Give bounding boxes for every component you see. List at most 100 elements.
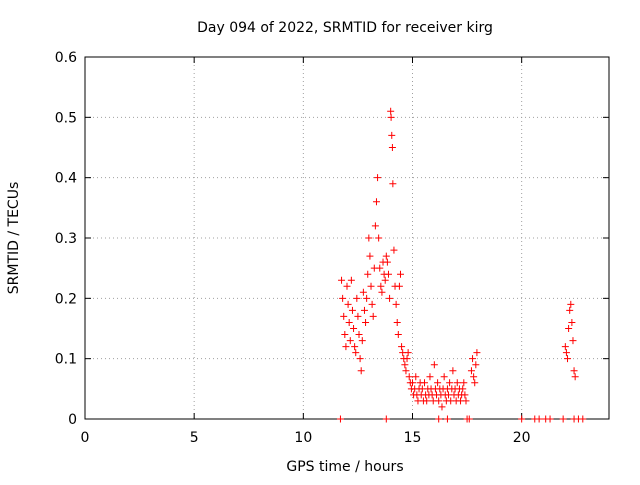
data-point — [383, 258, 391, 266]
data-point — [564, 355, 572, 363]
data-point — [569, 337, 577, 345]
data-point — [357, 367, 365, 375]
data-point — [365, 234, 373, 242]
data-point — [460, 379, 468, 387]
data-point — [566, 306, 574, 314]
data-point — [469, 355, 477, 363]
data-point — [387, 107, 395, 115]
data-point — [348, 306, 356, 314]
data-point — [398, 343, 406, 351]
y-tick-label: 0.5 — [55, 110, 77, 126]
data-point — [568, 318, 576, 326]
data-point — [367, 282, 375, 290]
data-point — [387, 113, 395, 121]
y-axis-label: SRMTID / TECUs — [6, 182, 22, 295]
data-point — [362, 318, 370, 326]
data-point — [356, 355, 364, 363]
data-point — [378, 288, 386, 296]
x-tick-label: 5 — [190, 430, 199, 446]
data-point — [364, 270, 372, 278]
data-point — [426, 373, 434, 381]
data-points — [336, 107, 587, 423]
data-point — [423, 397, 431, 405]
x-tick-label: 15 — [404, 430, 422, 446]
data-point — [390, 246, 398, 254]
data-point — [402, 367, 410, 375]
data-point — [360, 306, 368, 314]
data-point — [396, 270, 404, 278]
data-point — [409, 379, 416, 387]
data-point — [471, 379, 479, 387]
y-tick-label: 0.4 — [55, 171, 77, 187]
data-point — [341, 331, 349, 339]
data-point — [389, 180, 397, 188]
data-point — [363, 294, 371, 302]
data-point — [546, 415, 554, 423]
data-point — [382, 415, 390, 423]
data-point — [372, 198, 380, 206]
y-tick-label: 0.3 — [55, 231, 77, 247]
data-point — [352, 349, 360, 357]
data-point — [446, 379, 454, 387]
chart-title: Day 094 of 2022, SRMTID for receiver kir… — [197, 20, 493, 36]
data-point — [562, 349, 570, 357]
data-point — [567, 300, 575, 308]
data-point — [345, 318, 353, 326]
data-point — [443, 415, 451, 423]
data-point — [347, 276, 355, 284]
data-point — [353, 294, 361, 302]
y-tick-label: 0.2 — [55, 291, 77, 307]
data-point — [467, 367, 475, 375]
data-point — [392, 300, 400, 308]
data-point — [394, 331, 402, 339]
data-point — [342, 343, 350, 351]
data-point — [377, 282, 385, 290]
data-point — [571, 373, 579, 381]
data-point — [338, 276, 346, 284]
data-point — [535, 415, 543, 423]
plot-frame — [84, 56, 610, 420]
data-point — [473, 349, 481, 357]
data-point — [375, 234, 383, 242]
x-tick-label: 10 — [294, 430, 312, 446]
x-axis-label: GPS time / hours — [286, 459, 403, 475]
data-point — [462, 397, 470, 405]
data-point — [403, 355, 411, 363]
data-point — [376, 264, 384, 272]
data-point — [374, 174, 382, 182]
data-point — [381, 276, 389, 284]
y-tick-label: 0 — [68, 412, 77, 428]
data-point — [405, 373, 413, 381]
data-point — [421, 379, 429, 387]
data-point — [470, 373, 478, 381]
data-point — [346, 337, 354, 345]
data-point — [388, 144, 396, 151]
data-point — [354, 312, 362, 320]
data-point — [382, 252, 390, 260]
data-point — [579, 415, 587, 423]
data-point — [440, 373, 448, 381]
data-point — [344, 300, 352, 308]
data-point — [412, 373, 420, 381]
data-point — [435, 415, 443, 423]
data-point — [358, 337, 366, 345]
data-point — [434, 379, 442, 387]
data-point — [371, 222, 379, 230]
data-point — [472, 361, 480, 369]
x-tick-label: 20 — [513, 430, 531, 446]
data-point — [461, 391, 469, 399]
data-point — [559, 415, 567, 423]
y-tick-label: 0.6 — [55, 50, 77, 66]
data-point — [401, 361, 409, 369]
data-point — [435, 397, 443, 405]
data-point — [395, 282, 403, 290]
data-point — [388, 131, 396, 139]
data-point — [368, 300, 376, 308]
data-point — [355, 331, 363, 339]
axis-ticks: 0 0.1 0.2 0.3 0.4 0.5 0.6 0 5 10 15 20 — [55, 50, 609, 446]
data-point — [570, 367, 578, 375]
data-point — [369, 312, 377, 320]
data-point — [430, 361, 438, 369]
